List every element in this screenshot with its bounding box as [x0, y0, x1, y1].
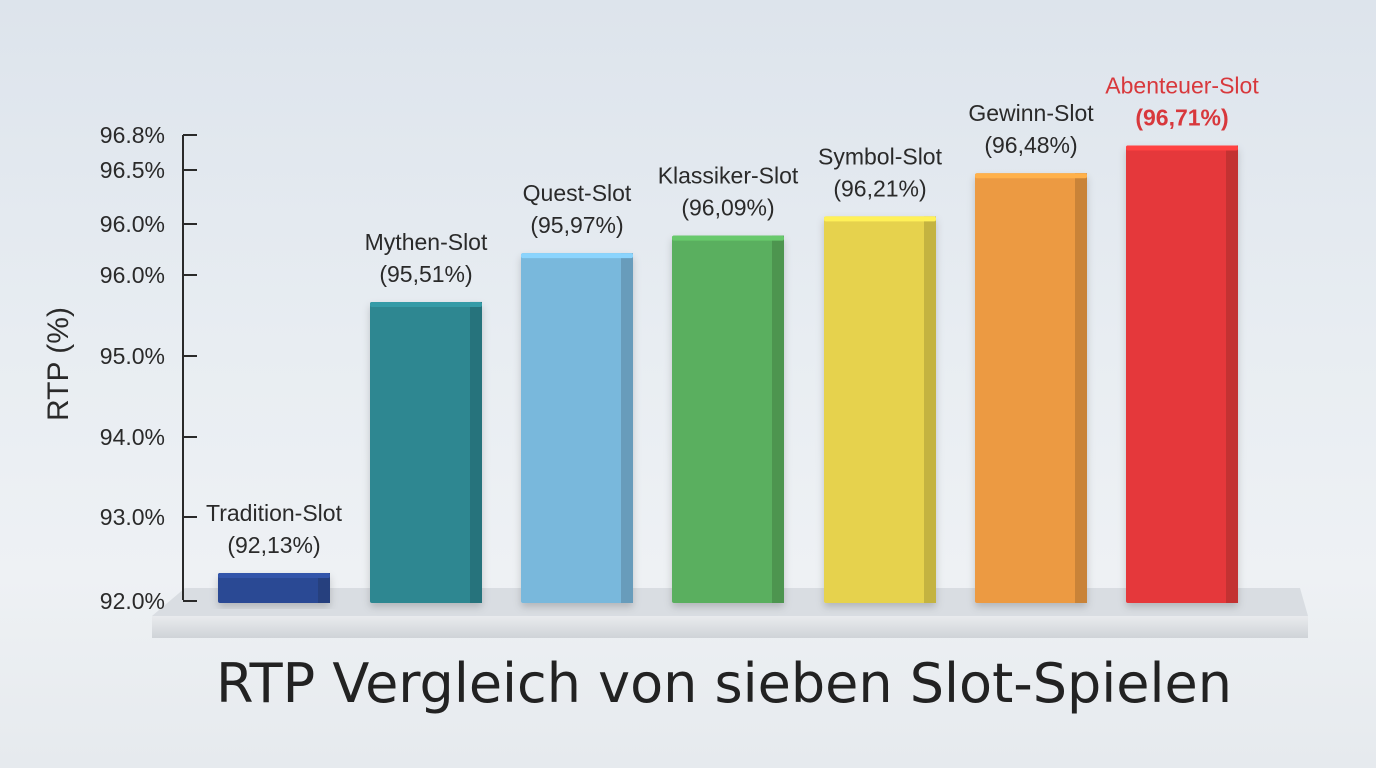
- y-tick-label: 95.0%: [100, 343, 165, 369]
- bar-top: [975, 173, 1087, 179]
- bar-value-label: (95,97%): [530, 212, 623, 238]
- bar-top: [1126, 145, 1238, 151]
- bar-face: [1126, 145, 1238, 603]
- y-tick-label: 92.0%: [100, 588, 165, 614]
- bar-top: [672, 235, 784, 241]
- bar-side: [924, 216, 936, 603]
- y-tick-label: 96.8%: [100, 122, 165, 148]
- bar-labels: Tradition-Slot (92,13%) Mythen-Slot (95,51%…: [206, 73, 1259, 559]
- y-axis-title: RTP (%): [42, 307, 75, 421]
- bar-category-label: Mythen-Slot: [365, 229, 488, 255]
- bar-face: [218, 573, 330, 603]
- bar: [975, 173, 1087, 603]
- bar-value-label: (92,13%): [227, 532, 320, 558]
- y-tick-label: 96.0%: [100, 262, 165, 288]
- bar: [1126, 145, 1238, 603]
- bar-value-label: (95,51%): [379, 261, 472, 287]
- bar: [672, 235, 784, 603]
- bar-face: [975, 173, 1087, 603]
- bar-face: [521, 253, 633, 603]
- bar-side: [621, 253, 633, 603]
- chart-title: RTP Vergleich von sieben Slot-Spielen: [216, 652, 1232, 715]
- bar-category-label: Gewinn-Slot: [968, 100, 1094, 126]
- bar-side: [772, 235, 784, 603]
- bar-side: [318, 573, 330, 603]
- bar-top: [370, 301, 482, 307]
- bars: [218, 145, 1238, 603]
- bar-face: [824, 216, 936, 603]
- bar: [218, 573, 330, 603]
- y-tick-label: 96.0%: [100, 211, 165, 237]
- bar-value-label: (96,09%): [681, 195, 774, 221]
- bar-side: [470, 301, 482, 603]
- bar-side: [1075, 173, 1087, 603]
- bar-category-label: Quest-Slot: [523, 180, 632, 206]
- bar-face: [370, 301, 482, 603]
- bar-top: [218, 573, 330, 578]
- y-tick-label: 93.0%: [100, 504, 165, 530]
- bar-value-label: (96,21%): [833, 175, 926, 201]
- bar-category-label: Abenteuer-Slot: [1105, 73, 1259, 99]
- y-tick-label: 94.0%: [100, 424, 165, 450]
- bar-value-label: (96,48%): [984, 132, 1077, 158]
- bar-side: [1226, 145, 1238, 603]
- bar-category-label: Klassiker-Slot: [658, 163, 799, 189]
- bar-category-label: Symbol-Slot: [818, 143, 943, 169]
- bar-value-label: (96,71%): [1135, 105, 1228, 131]
- bar: [370, 301, 482, 603]
- bar-category-label: Tradition-Slot: [206, 500, 343, 526]
- y-tick-label: 96.5%: [100, 157, 165, 183]
- bar-top: [521, 253, 633, 259]
- bar: [521, 253, 633, 603]
- bar-top: [824, 216, 936, 222]
- bar: [824, 216, 936, 603]
- bar-face: [672, 235, 784, 603]
- y-axis-ticks: 92.0% 93.0% 94.0% 95.0% 96.0% 96.0% 96.5% 96.8%: [100, 122, 197, 614]
